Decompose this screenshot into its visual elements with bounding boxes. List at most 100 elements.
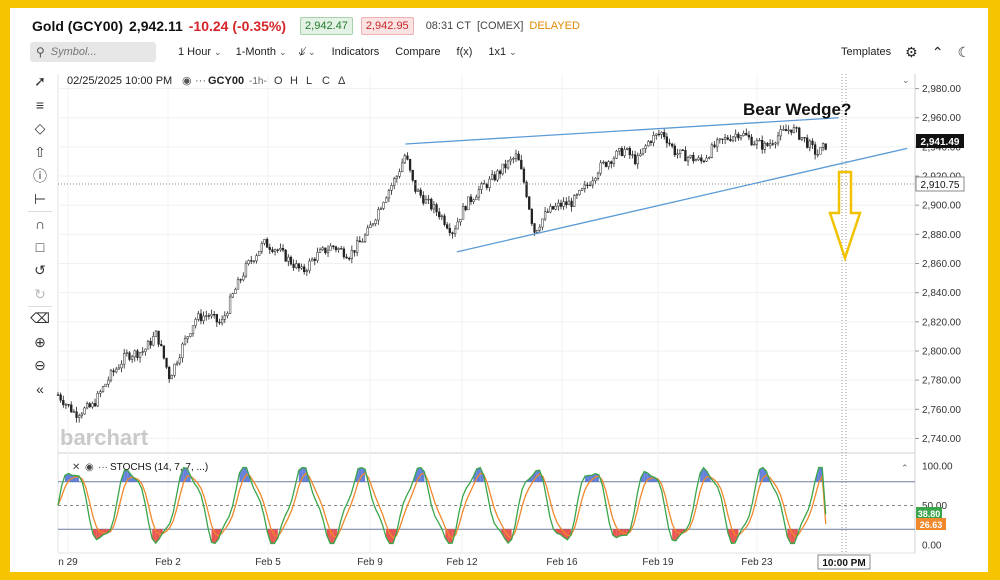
compare-button[interactable]: Compare [395,46,440,58]
candle-body [59,394,62,401]
eye-icon[interactable]: ◉ [182,75,192,87]
measure-icon[interactable]: ⊢ [33,190,47,207]
axis-menu-chevron-icon[interactable]: ⌄ [902,75,910,85]
candle-body [136,350,139,358]
price-tick-label: 2,980.00 [922,84,961,95]
candle-body [520,159,523,170]
candle-body [697,157,700,161]
candle-body [107,379,110,385]
shape-icon[interactable]: ◇ [34,120,46,137]
candle-body [806,137,809,148]
candle-body [273,249,277,253]
candle-body [419,189,422,196]
candle-body [514,153,518,159]
candle-body [207,315,211,317]
info-icon[interactable]: ⓘ [33,167,47,184]
candle-body [610,161,613,164]
candle-body [194,319,197,326]
lock-icon[interactable]: □ [35,239,45,256]
oversold-fill [734,529,739,544]
candle-body [358,240,361,243]
candle-body [504,163,507,169]
chart-toolbar: ⚲ 1 Hour⌄ 1-Month⌄ ⫝̸⌄ Indicators Compar… [30,40,970,64]
layout-dropdown[interactable]: 1x1 ⌄ [488,46,516,58]
last-price: 2,942.11 [129,18,183,34]
more-icon[interactable]: ··· [98,462,108,473]
compare-tool-dropdown[interactable]: ⫝̸ ⌄ [298,46,315,59]
bear-wedge-lines[interactable] [405,117,908,253]
candle-body [747,134,751,138]
candle-body [271,249,274,253]
candle-body [692,154,695,162]
chart-canvas[interactable]: 02/25/2025 10:00 PM ◉ ··· GCY00 -1h- O H… [10,8,988,572]
candle-body [104,383,107,387]
candle-body [348,257,351,260]
candle-body [795,127,798,129]
symbol-search[interactable]: ⚲ [30,42,156,62]
price-tick-label: 2,900.00 [922,201,961,212]
collapse-icon[interactable]: « [36,381,44,398]
wedge-lower-line[interactable] [456,147,908,253]
candle-body [149,340,152,346]
candle-body [141,351,144,353]
gear-icon[interactable]: ⚙ [905,43,918,60]
fib-icon[interactable]: ≡ [35,97,45,114]
candle-body [496,170,499,181]
candle-body [115,368,118,373]
candle-body [377,209,380,221]
candle-body [491,174,494,180]
expand-icon[interactable]: ⌃ [931,43,944,60]
candle-body [385,197,388,203]
candle-body [813,144,817,155]
magnet-icon[interactable]: ∩ [28,211,52,236]
pane-chevron-up-icon[interactable]: ⌃ [901,463,909,473]
oversold-fill [386,529,390,544]
candle-body [551,206,555,210]
legend-low: L [306,75,312,87]
candle-body [464,206,467,211]
price-tick-label: 2,840.00 [922,288,961,299]
eye-icon[interactable]: ◉ [85,462,94,473]
candle-body [85,403,89,409]
chevron-down-icon: ⌄ [308,46,316,57]
fx-button[interactable]: f(x) [457,46,473,58]
candle-body [501,163,504,175]
last-price-tag: 2,941.49 [916,134,964,148]
price-tick-label: 2,800.00 [922,346,961,357]
ask-price: 2,942.95 [360,17,414,35]
zoom-in-icon[interactable]: ⊕ [34,333,46,350]
trash-icon[interactable]: ⌫ [28,306,52,331]
candle-body [329,245,332,251]
wedge-upper-line[interactable] [405,117,839,145]
zoom-out-icon[interactable]: ⊖ [34,357,46,374]
candle-body [586,184,589,187]
candle-body [186,336,189,339]
candle-body [800,137,804,140]
more-icon[interactable]: ··· [195,75,206,87]
down-arrow-annotation[interactable] [828,170,862,262]
price-tick-label: 2,960.00 [922,113,961,124]
close-icon[interactable]: ✕ [72,462,80,473]
candle-body [96,393,99,407]
templates-button[interactable]: Templates [841,46,892,58]
indicators-button[interactable]: Indicators [332,46,380,58]
trendline-icon[interactable]: ➚ [34,73,46,90]
dark-mode-icon[interactable]: ☾ [957,43,970,60]
interval-label: 1 Hour [178,46,212,58]
symbol-search-input[interactable] [48,45,153,59]
candle-body [755,140,759,145]
undo-icon[interactable]: ↺ [34,262,46,279]
candle-body [443,215,446,225]
candle-body [671,143,674,147]
stoch-tick-label: 100.00 [922,462,953,473]
candle-body [512,157,515,160]
candle-body [292,263,295,268]
time-tick-label: Feb 19 [642,557,674,568]
arrow-up-icon[interactable]: ⇧ [34,143,46,160]
redo-icon[interactable]: ↻ [34,285,46,302]
range-dropdown[interactable]: 1-Month ⌄ [236,46,287,58]
candle-body [596,172,600,179]
interval-dropdown[interactable]: 1 Hour ⌄ [178,46,222,58]
candle-body [146,340,150,350]
candle-body [303,266,306,273]
